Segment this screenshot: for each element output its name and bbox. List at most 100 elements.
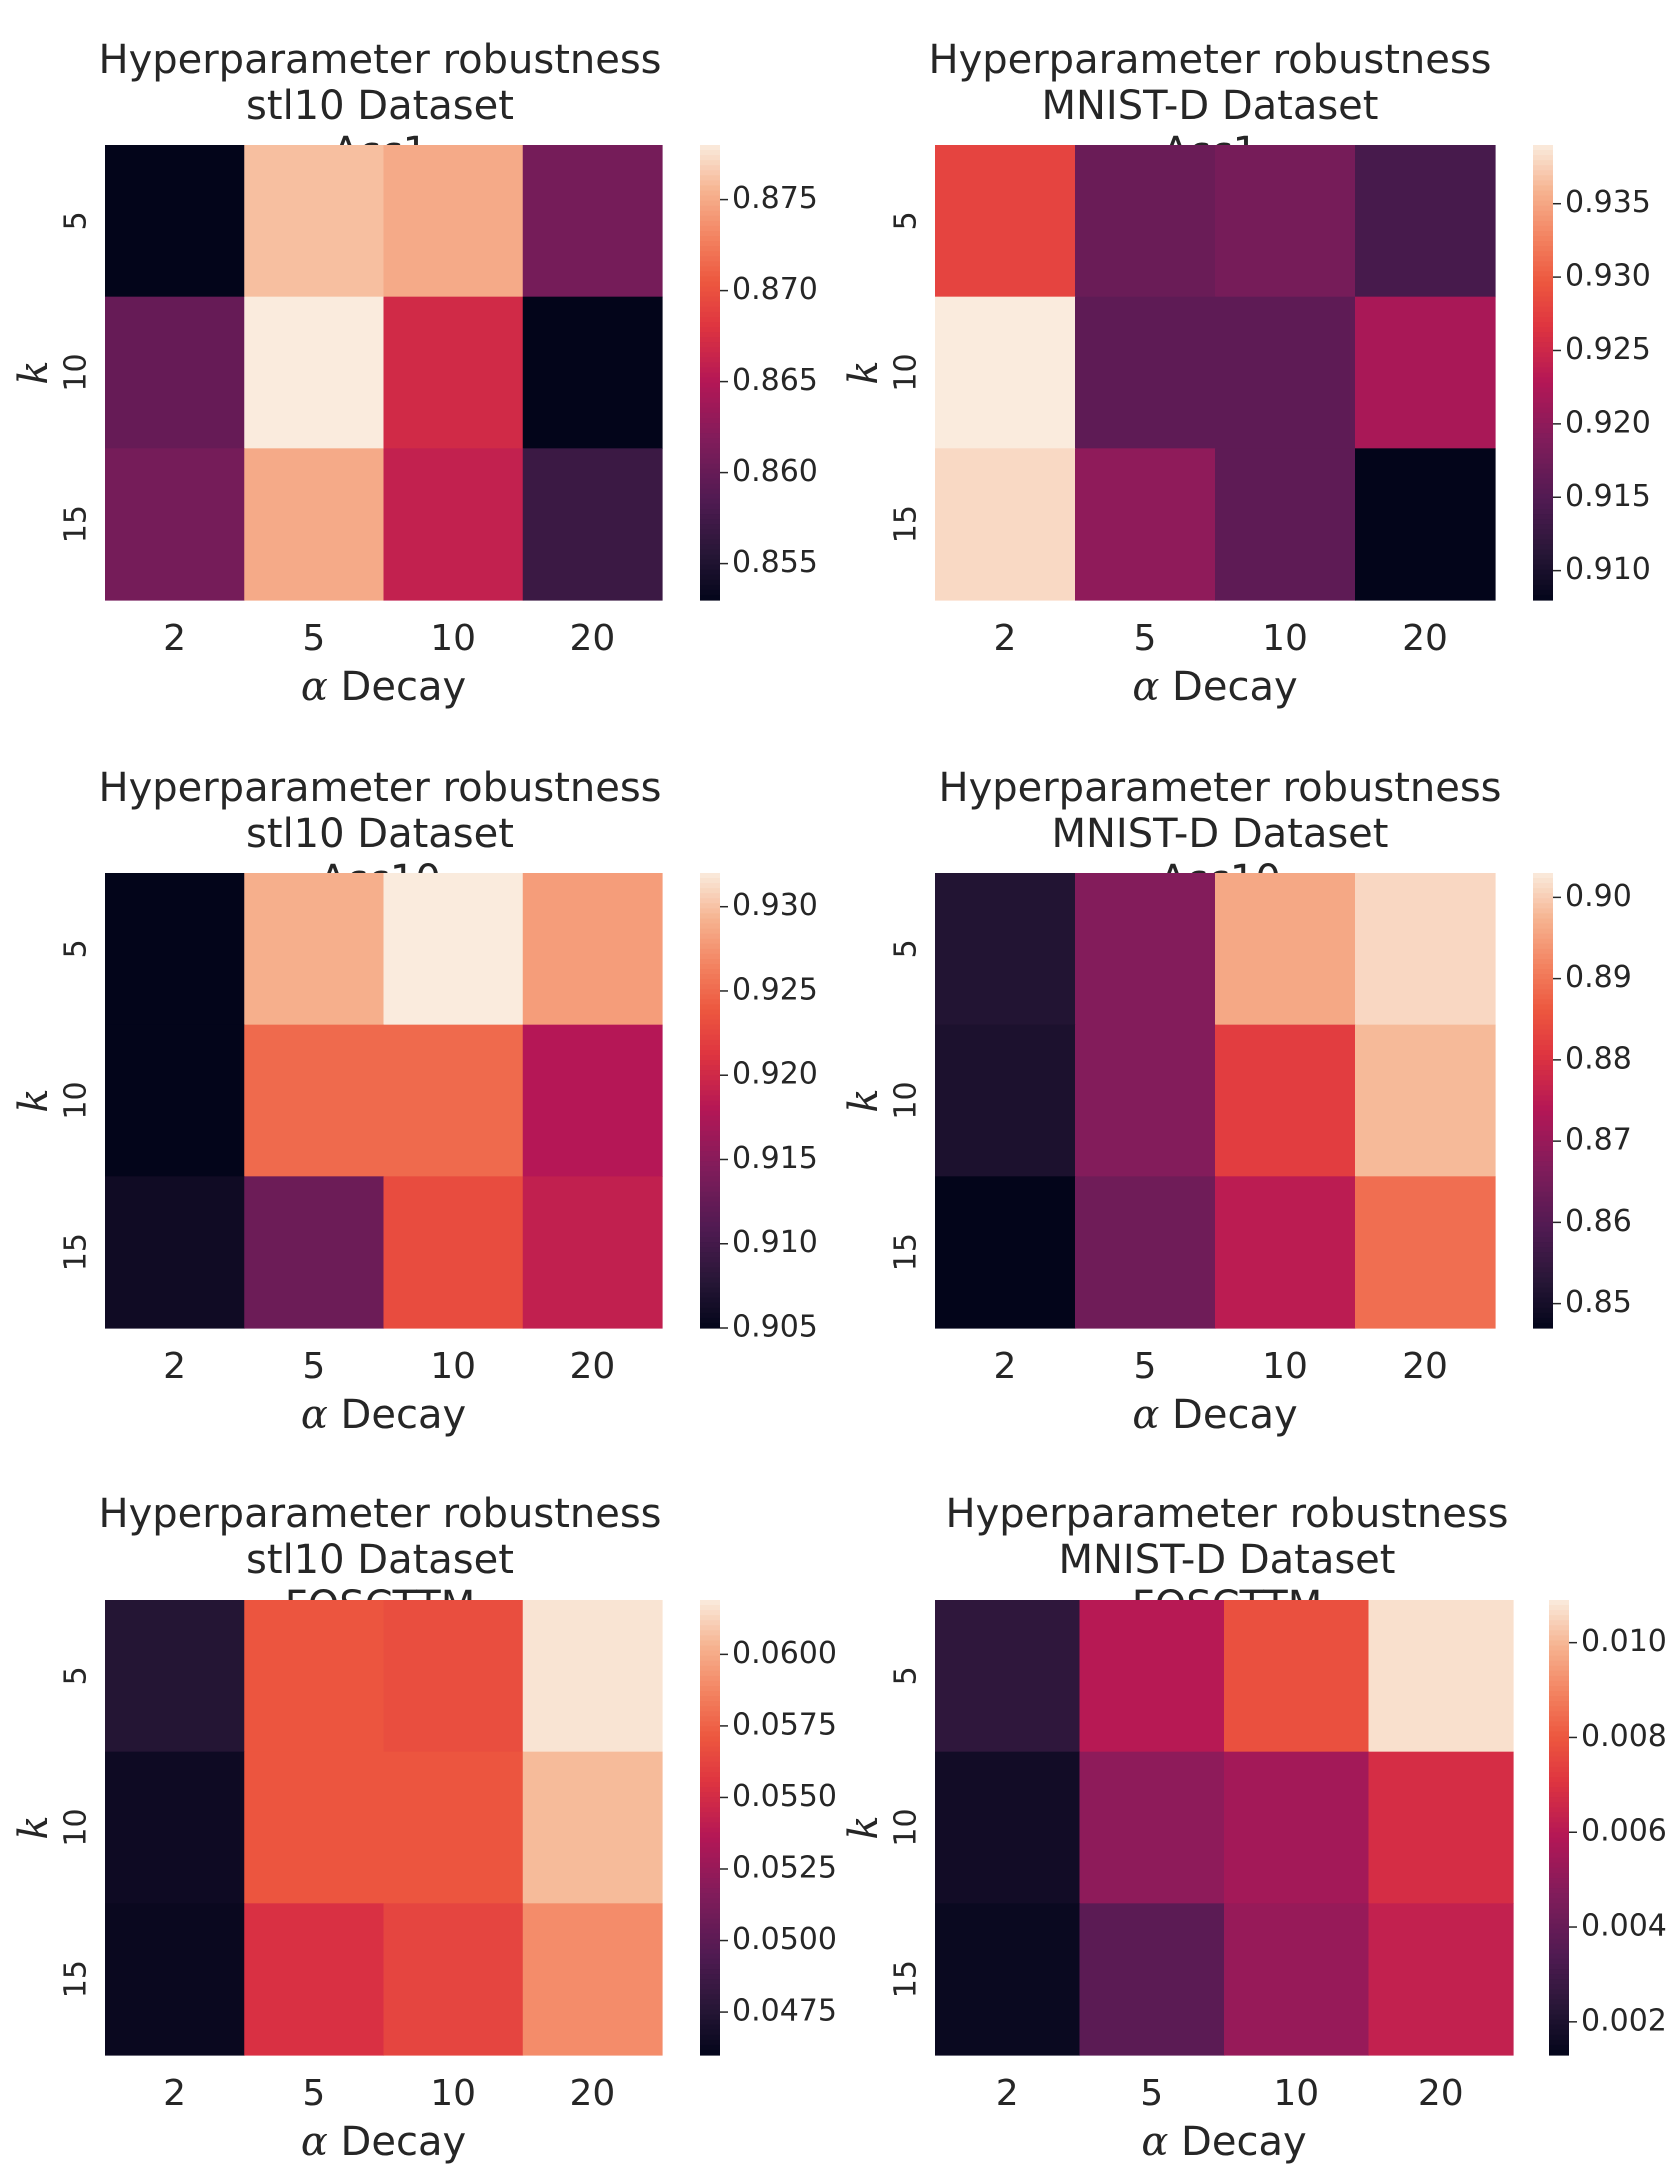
colorbar-strip: [1533, 160, 1553, 166]
colorbar-strip: [1549, 1908, 1569, 1915]
colorbar-strip: [700, 215, 720, 222]
x-tick-label: 2: [996, 2073, 1019, 2114]
colorbar-strip: [700, 1741, 720, 1748]
heatmap-cell: [244, 448, 385, 601]
colorbar-strip: [1533, 1100, 1553, 1107]
colorbar-strip: [700, 1085, 720, 1091]
colorbar-strip: [1533, 200, 1553, 207]
colorbar-strip: [700, 1196, 720, 1203]
colorbar-strip: [700, 170, 720, 176]
heatmap-cell: [383, 448, 524, 601]
colorbar-strip: [700, 180, 720, 187]
colorbar-strip: [700, 1670, 720, 1677]
heatmap-cell: [383, 1903, 524, 2056]
colorbar-strip: [700, 412, 720, 419]
colorbar-strip: [700, 1660, 720, 1667]
x-axis-label-text: Decay: [1159, 1392, 1297, 1438]
x-tick-label: 5: [1134, 1346, 1157, 1387]
heatmap-cell: [1075, 873, 1216, 1026]
x-tick-label: 10: [430, 618, 476, 659]
colorbar-strip: [700, 1989, 720, 1995]
colorbar-strip: [1533, 579, 1553, 586]
colorbar-strip: [700, 1625, 720, 1631]
colorbar-strip: [700, 1029, 720, 1036]
colorbar-strip: [700, 1716, 720, 1722]
colorbar-strip: [700, 1776, 720, 1783]
x-axis-label-var: α: [1141, 2119, 1168, 2165]
colorbar-strip: [1549, 1994, 1569, 2000]
colorbar-tick-label: 0.930: [732, 888, 818, 923]
colorbar-strip: [700, 519, 720, 525]
x-axis-label: α Decay: [1132, 1392, 1297, 1438]
colorbar-strip: [700, 1610, 720, 1616]
colorbar-strip: [700, 357, 720, 363]
colorbar-strip: [1549, 1625, 1569, 1631]
colorbar-tick-label: 0.0575: [732, 1707, 837, 1742]
colorbar-strip: [1533, 974, 1553, 980]
colorbar-strip: [700, 1832, 720, 1839]
x-tick-label: 20: [1418, 2073, 1464, 2114]
colorbar-strip: [700, 316, 720, 323]
x-tick-label: 20: [569, 2073, 615, 2114]
heatmap-cell: [105, 145, 245, 298]
colorbar-strip: [1533, 1322, 1553, 1329]
colorbar-strip: [700, 205, 720, 212]
colorbar-strip: [1549, 1766, 1569, 1773]
colorbar-strip: [700, 1721, 720, 1727]
colorbar-strip: [1549, 1867, 1569, 1874]
colorbar-strip: [700, 1307, 720, 1314]
colorbar-strip: [700, 175, 720, 181]
heatmap-cell: [1224, 1903, 1370, 2056]
colorbar-strip: [700, 478, 720, 485]
colorbar-tick-label: 0.88: [1565, 1041, 1632, 1076]
colorbar-strip: [700, 514, 720, 520]
heatmap-cell: [244, 1176, 385, 1329]
colorbar-strip: [1533, 559, 1553, 566]
colorbar-strip: [1549, 2029, 1569, 2036]
colorbar-strip: [1549, 1953, 1569, 1960]
colorbar-strip: [700, 266, 720, 272]
colorbar-strip: [1533, 1252, 1553, 1258]
colorbar-strip: [700, 1923, 720, 1930]
colorbar-strip: [1549, 1832, 1569, 1839]
colorbar-strip: [700, 1201, 720, 1208]
colorbar-strip: [700, 1130, 720, 1137]
colorbar: 0.905 0.910 0.915 0.920 0.925 0.930: [700, 873, 818, 1345]
y-tick-label: 5: [59, 939, 94, 958]
colorbar-strip: [700, 1171, 720, 1177]
colorbar-strip: [1533, 1277, 1553, 1284]
x-tick-label: 10: [1262, 1346, 1308, 1387]
colorbar-strip: [1533, 1146, 1553, 1152]
colorbar-strip: [1533, 979, 1553, 985]
colorbar-strip: [700, 1237, 720, 1243]
colorbar-strip: [1533, 1120, 1553, 1127]
colorbar-strip: [1549, 1640, 1569, 1647]
colorbar-strip: [700, 1994, 720, 2000]
y-tick-label: 5: [59, 211, 94, 230]
y-tick-label: 5: [889, 1666, 924, 1685]
x-axis-label-text: Decay: [328, 1392, 466, 1438]
colorbar-strip: [700, 1685, 720, 1692]
colorbar-strip: [1533, 1292, 1553, 1299]
colorbar-strip: [1549, 1837, 1569, 1844]
heatmap-cell: [244, 1751, 385, 1904]
y-tick-label: 10: [889, 1808, 924, 1846]
colorbar-strip: [700, 1630, 720, 1636]
colorbar-strip: [1533, 529, 1553, 535]
colorbar-strip: [700, 2029, 720, 2036]
colorbar-strip: [1533, 1135, 1553, 1142]
colorbar-strip: [1533, 261, 1553, 267]
colorbar-strip: [1533, 873, 1553, 879]
colorbar-strip: [700, 1186, 720, 1193]
colorbar-strip: [700, 928, 720, 935]
panel-title-line: Hyperparameter robustness: [98, 1491, 661, 1537]
colorbar-strip: [1533, 1247, 1553, 1253]
heatmap-cell: [383, 1600, 524, 1753]
colorbar-strip: [1549, 1842, 1569, 1849]
heatmap-cell: [244, 1903, 385, 2056]
colorbar-strip: [1533, 918, 1553, 925]
colorbar-strip: [700, 1867, 720, 1874]
colorbar-strip: [1549, 1711, 1569, 1717]
colorbar-strip: [1533, 1186, 1553, 1193]
